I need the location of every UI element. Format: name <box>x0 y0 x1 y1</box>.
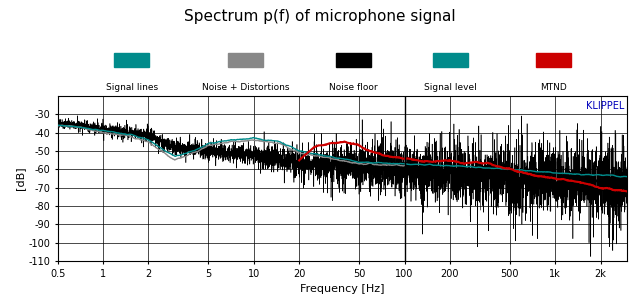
Text: Noise + Distortions: Noise + Distortions <box>202 83 289 92</box>
Text: Noise floor: Noise floor <box>330 83 378 92</box>
Text: KLIPPEL: KLIPPEL <box>586 101 625 111</box>
X-axis label: Frequency [Hz]: Frequency [Hz] <box>300 284 385 294</box>
Text: Signal level: Signal level <box>424 83 477 92</box>
Text: MTND: MTND <box>540 83 566 92</box>
Text: Signal lines: Signal lines <box>106 83 157 92</box>
Text: Spectrum p(f) of microphone signal: Spectrum p(f) of microphone signal <box>184 9 456 24</box>
Y-axis label: [dB]: [dB] <box>15 167 26 190</box>
